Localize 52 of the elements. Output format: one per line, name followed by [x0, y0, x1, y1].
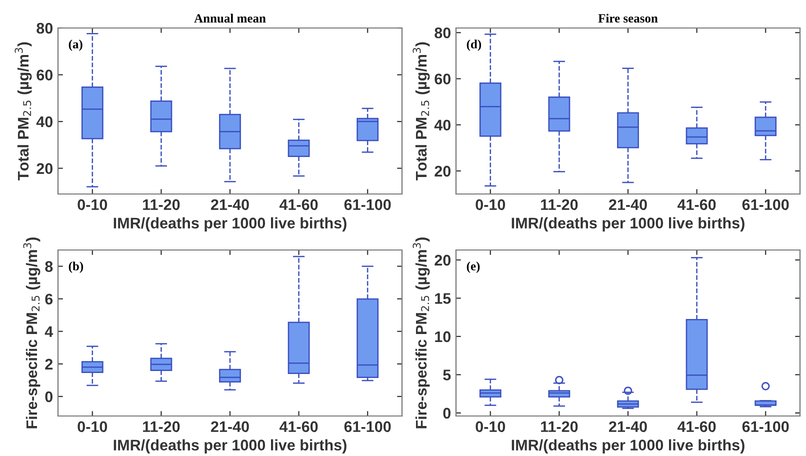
y-tick-label: 15: [435, 293, 451, 304]
x-tick-label: 0-10: [78, 421, 108, 432]
y-tick-label: 4: [44, 326, 54, 337]
x-axis-title: IMR/(deaths per 1000 live births): [114, 217, 346, 232]
y-tick-label: 0: [45, 391, 53, 402]
x-axis-title: IMR/(deaths per 1000 live births): [114, 439, 346, 454]
x-tick-label: 41-60: [279, 421, 318, 432]
x-tick-label: 11-20: [143, 421, 180, 432]
y-tick-label: 60: [36, 70, 53, 80]
y-axis-title: Total PM$_{2.5}$ (µg/m$^{3}$): [412, 42, 430, 180]
y-tick-label: 20: [434, 166, 451, 177]
x-tick-label: 41-60: [677, 421, 716, 432]
x-tick-label: 21-40: [608, 421, 647, 432]
annotation: (e): [466, 262, 480, 273]
chart-title: Annual mean: [194, 14, 266, 23]
y-tick-label: 20: [36, 163, 53, 174]
x-tick-label: 0-10: [476, 421, 506, 432]
x-tick-label: 11-20: [143, 199, 180, 210]
x-tick-label: 61-100: [742, 199, 789, 210]
x-axis-title: IMR/(deaths per 1000 live births): [512, 217, 744, 232]
y-tick-label: 40: [434, 120, 451, 131]
x-tick-label: 21-40: [608, 199, 647, 210]
y-tick-label: 0: [443, 408, 451, 419]
y-tick-label: 80: [434, 27, 451, 38]
x-tick-label: 0-10: [78, 199, 108, 210]
x-tick-label: 41-60: [279, 199, 318, 210]
x-tick-label: 61-100: [344, 421, 391, 432]
annotation: (d): [466, 40, 482, 51]
y-tick-label: 60: [434, 74, 451, 84]
x-tick-label: 11-20: [541, 421, 578, 432]
y-tick-label: 80: [36, 22, 53, 34]
annotation: (b): [68, 262, 84, 273]
x-tick-label: 61-100: [344, 199, 391, 210]
y-axis-title: Fire-specific PM$_{2.5}$ (µg/m$^{3}$): [412, 238, 430, 428]
y-tick-label: 40: [36, 116, 53, 128]
y-tick-label: 5: [443, 370, 451, 380]
annotation: (a): [68, 40, 82, 51]
y-axis-title: Fire-specific PM$_{2.5}$ (µg/m$^{3}$): [23, 238, 40, 428]
x-axis-title: IMR/(deaths per 1000 live births): [512, 439, 744, 454]
chart-title: Fire season: [598, 14, 658, 23]
x-tick-label: 21-40: [210, 421, 249, 432]
y-tick-label: 2: [45, 358, 53, 370]
y-tick-label: 8: [45, 261, 53, 272]
y-tick-label: 10: [435, 331, 451, 342]
y-tick-label: 6: [45, 294, 53, 305]
y-axis-title: Total PM$_{2.5}$ (µg/m$^{3}$): [14, 42, 32, 180]
x-tick-label: 11-20: [541, 199, 578, 210]
x-tick-label: 0-10: [476, 199, 506, 210]
y-tick-label: 20: [434, 254, 451, 266]
x-tick-label: 21-40: [210, 199, 249, 210]
x-tick-label: 61-100: [742, 421, 789, 432]
x-tick-label: 41-60: [677, 199, 716, 210]
